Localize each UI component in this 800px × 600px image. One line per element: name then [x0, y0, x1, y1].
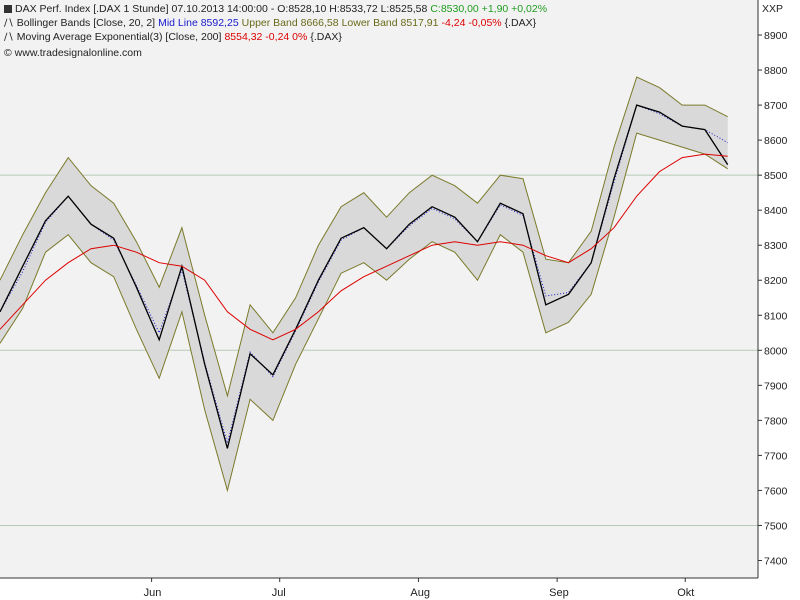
- x-tick-label: Sep: [549, 587, 569, 599]
- legend-bb-symbol: {.DAX}: [504, 17, 537, 29]
- legend-ema-symbol: {.DAX}: [310, 31, 342, 43]
- chart-icon: [4, 5, 12, 13]
- legend-bb-lower: Lower Band 8517,91: [341, 17, 439, 29]
- y-tick-label: 8800: [764, 65, 788, 77]
- legend-line-3: ∕∖ Moving Average Exponential(3) [Close, …: [4, 30, 345, 45]
- y-tick-label: 8900: [764, 30, 788, 42]
- legend-bb-upper: Upper Band 8666,58: [241, 17, 339, 29]
- y-tick-label: 7500: [764, 520, 788, 532]
- legend-price-datetime: 07.10.2013 14:00:00: [171, 3, 268, 15]
- y-tick-label: 7400: [764, 555, 788, 567]
- price-line: [0, 104, 729, 449]
- legend-price-close: C:8530,00 +1,90 +0,02%: [430, 3, 548, 15]
- y-tick-label: 8100: [764, 310, 788, 322]
- indicator-icon: ∕∖: [4, 32, 14, 43]
- legend-line-2: ∕∖ Bollinger Bands [Close, 20, 2] Mid Line…: [4, 16, 539, 31]
- bollinger-band-fill: [0, 77, 728, 491]
- x-tick-label: Aug: [410, 587, 430, 599]
- upper-band-line: [0, 76, 728, 398]
- x-tick-label: Okt: [677, 587, 694, 599]
- horizontal-lines: [0, 174, 758, 526]
- legend-bb-change: -4,24 -0,05%: [441, 17, 502, 29]
- ema-line: [0, 153, 728, 341]
- y-tick-label: 8000: [764, 345, 788, 357]
- y-tick-label: 8300: [764, 240, 788, 252]
- y-tick-label: 8400: [764, 205, 788, 217]
- legend-price-ohlc: - O:8528,10 H:8533,72 L:8525,58: [270, 3, 428, 15]
- y-tick-label: 8700: [764, 100, 788, 112]
- y-tick-label: 8600: [764, 135, 788, 147]
- legend-bb-mid: Mid Line 8592,25: [158, 17, 239, 29]
- y-tick-label: 8200: [764, 275, 788, 287]
- legend-ema-value: 8554,32 -0,24 0%: [224, 31, 308, 43]
- legend-line-1: DAX Perf. Index [.DAX 1 Stunde] 07.10.201…: [4, 2, 550, 16]
- y-tick-label: 8500: [764, 170, 788, 182]
- copyright-text: © www.tradesignalonline.com: [4, 47, 142, 59]
- y-tick-label: 7700: [764, 450, 788, 462]
- y-tick-label: 7600: [764, 485, 788, 497]
- legend-price-name: DAX Perf. Index [.DAX 1 Stunde]: [15, 3, 169, 15]
- legend-line-4: © www.tradesignalonline.com: [4, 46, 145, 60]
- x-axis: Jun Jul Aug Sep Okt: [144, 578, 694, 599]
- lower-band-line: [0, 132, 728, 493]
- legend-ema-name: Moving Average Exponential(3) [Close, 20…: [16, 31, 222, 43]
- x-tick-label: Jul: [272, 587, 286, 599]
- legend-bb-name: Bollinger Bands [Close, 20, 2]: [16, 17, 156, 29]
- y-axis-label: XXP: [762, 3, 783, 15]
- y-tick-label: 7800: [764, 415, 788, 427]
- y-tick-label: 7900: [764, 380, 788, 392]
- x-tick-label: Jun: [144, 587, 162, 599]
- y-axis: 7400 7500 7600 7700 7800 7900 8000 8100 8200 8300…: [758, 30, 788, 567]
- indicator-icon: ∕∖: [4, 18, 14, 29]
